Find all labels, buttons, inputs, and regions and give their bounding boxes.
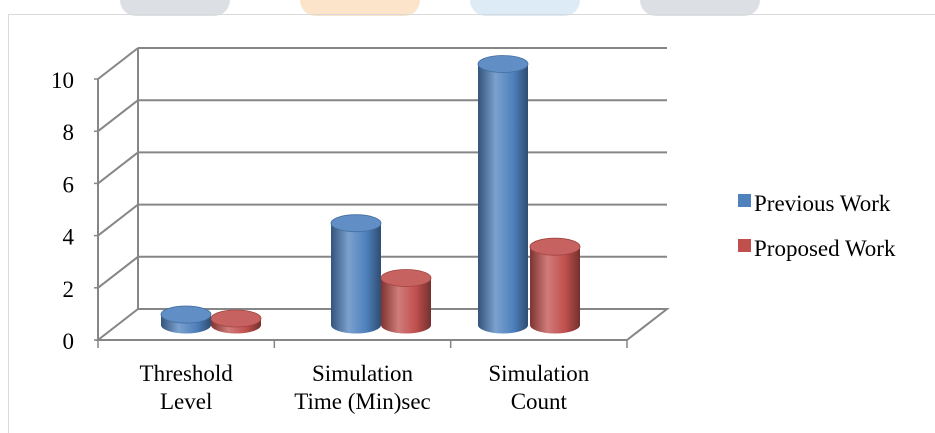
grid [97,47,667,289]
bar [160,305,212,334]
legend-label: Proposed Work [754,236,896,261]
watermark-shape-orange [300,0,420,16]
watermark-shape-blue [470,0,580,16]
bar [529,237,581,334]
y-tick-label: 0 [63,329,75,354]
chart-frame-top [8,14,935,15]
bar-body [331,223,381,334]
legend: Previous Work Proposed Work [738,191,896,261]
x-tick-label: Simulation [488,361,589,386]
bar-body [381,278,431,334]
x-tick-label: Threshold [140,361,234,386]
bar-top [160,305,212,324]
bar-top [529,237,581,256]
bar-body [530,246,580,334]
bar-body [477,64,528,334]
x-tick-label: Time (Min)sec [294,389,431,414]
y-tick-label: 6 [63,172,75,197]
bar [380,269,432,334]
bar-top [380,269,432,287]
gridline-side [97,256,139,289]
gridline-side [97,151,139,185]
y-tick-label: 4 [63,225,75,250]
legend-label: Previous Work [754,191,891,216]
legend-swatch [738,239,751,252]
bars [160,55,581,334]
y-tick-label: 8 [63,120,75,145]
gridline-side [97,99,139,132]
bar-top [330,214,382,233]
bar-top [210,309,262,328]
gridline-side [97,203,139,237]
watermark-shape-gray [120,0,230,16]
x-tick-label: Count [511,389,568,414]
x-tick-label: Level [160,389,212,414]
y-tick-label: 10 [51,68,74,93]
bar [477,55,529,334]
gridline-side [97,47,139,80]
x-tick-label: Simulation [312,361,413,386]
bar [210,309,262,334]
axes [94,48,670,348]
bar [330,214,382,334]
legend-swatch [738,194,751,207]
bar-top [477,55,529,73]
labels: 0 2 4 6 8 10 Threshold Level Simulation Time (Min… [51,68,590,414]
watermark-shape-gray-2 [640,0,760,16]
chart-frame-left [8,14,9,433]
y-tick-label: 2 [63,277,75,302]
